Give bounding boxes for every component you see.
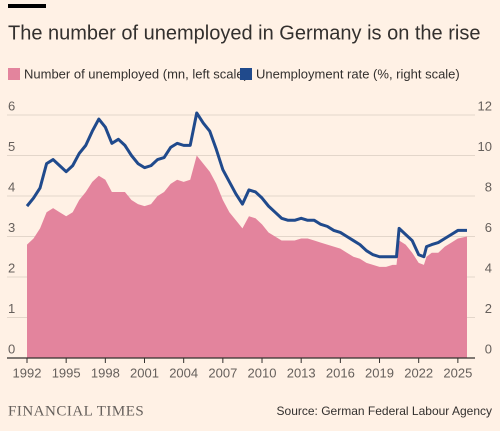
source: Source: German Federal Labour Agency bbox=[277, 404, 492, 418]
x-tick-label: 2025 bbox=[443, 365, 472, 380]
line bbox=[25, 111, 467, 259]
y-tick-label: 1 bbox=[8, 301, 15, 316]
y-tick-label: 4 bbox=[8, 179, 15, 194]
x-tick-label: 2001 bbox=[130, 365, 159, 380]
x-tick-label: 1998 bbox=[91, 365, 120, 380]
y-tick-label: 6 bbox=[8, 98, 15, 113]
y2-tick-label: 6 bbox=[485, 220, 492, 235]
y-tick-label: 3 bbox=[8, 220, 15, 235]
y-tick-label: 5 bbox=[8, 139, 15, 154]
y2-tick-label: 8 bbox=[485, 179, 492, 194]
x-tick-label: 2007 bbox=[208, 365, 237, 380]
y2-tick-label: 2 bbox=[485, 301, 492, 316]
y2-tick-label: 4 bbox=[485, 260, 492, 275]
legend-swatch bbox=[8, 68, 20, 80]
chart-title: The number of unemployed in Germany is o… bbox=[8, 22, 480, 44]
x-tick-label: 2019 bbox=[365, 365, 394, 380]
x-tick-label: 2010 bbox=[248, 365, 277, 380]
x-tick-label: 2016 bbox=[326, 365, 355, 380]
legend-label: Number of unemployed (mn, left scale) bbox=[24, 66, 248, 81]
x-tick-label: 2004 bbox=[169, 365, 198, 380]
legend-label: Unemployment rate (%, right scale) bbox=[256, 66, 460, 81]
y-tick-label: 2 bbox=[8, 260, 15, 275]
y-tick-label: 0 bbox=[8, 341, 15, 356]
brand: FINANCIAL TIMES bbox=[8, 403, 144, 419]
y2-tick-label: 12 bbox=[478, 98, 492, 113]
legend-swatch bbox=[240, 68, 252, 80]
x-tick-label: 1992 bbox=[13, 365, 42, 380]
y2-tick-label: 0 bbox=[485, 341, 492, 356]
x-tick-label: 2022 bbox=[404, 365, 433, 380]
y2-tick-label: 10 bbox=[478, 139, 492, 154]
x-tick-label: 1995 bbox=[52, 365, 81, 380]
x-tick-label: 2013 bbox=[287, 365, 316, 380]
brand-bar bbox=[8, 4, 46, 8]
area bbox=[27, 155, 467, 358]
